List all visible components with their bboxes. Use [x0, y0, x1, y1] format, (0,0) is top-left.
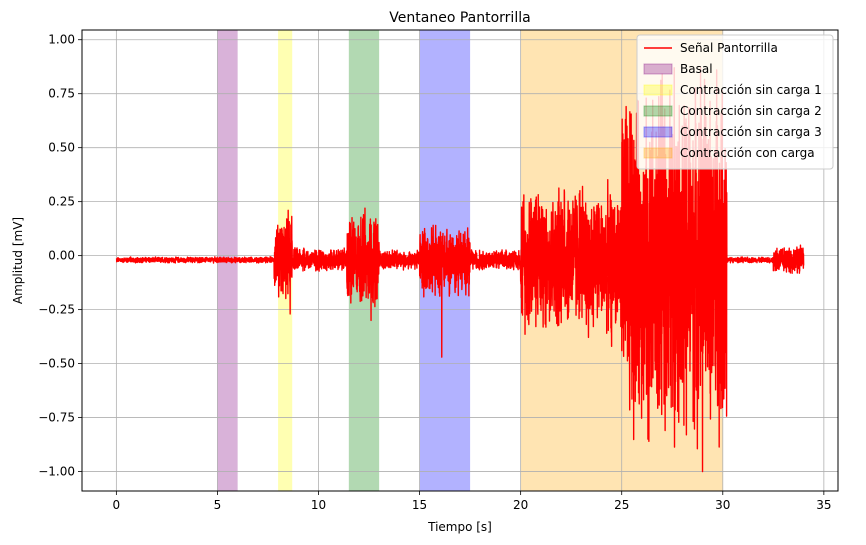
y-tick-label-4: 0.00 — [48, 249, 75, 263]
legend-label-5: Contracción con carga — [680, 146, 815, 160]
legend-label-1: Basal — [680, 62, 713, 76]
x-tick-label-0: 0 — [113, 498, 121, 512]
series-line-1 — [115, 67, 805, 473]
legend-swatch-3 — [643, 105, 673, 117]
legend-swatch-2 — [643, 84, 673, 96]
legend-swatch-5 — [643, 147, 673, 159]
legend-label-4: Contracción sin carga 3 — [680, 125, 822, 139]
plot-frame — [81, 29, 839, 492]
legend-box — [636, 34, 834, 170]
legend-label-3: Contracción sin carga 2 — [680, 104, 822, 118]
y-axis-label: Amplitud [mV] — [11, 217, 25, 304]
y-axis: 1.00 0.75 0.50 0.25 0.00 −0.25 −0.50 −0.75 −1.00 — [38, 33, 82, 479]
legend-label-0: Señal Pantorrilla — [680, 41, 778, 55]
y-tick-label-6: −0.50 — [38, 357, 75, 371]
y-tick-label-3: 0.25 — [48, 195, 75, 209]
y-tick-label-2: 0.50 — [48, 141, 75, 155]
legend: Señal Pantorrilla Basal Contracción sin ca… — [636, 34, 834, 170]
x-axis-label: Tiempo [s] — [427, 520, 492, 534]
signal-layer — [115, 67, 805, 473]
x-tick-label-2: 10 — [311, 498, 326, 512]
x-axis: 0 5 10 15 20 25 30 35 — [113, 491, 831, 512]
x-tick-label-7: 35 — [816, 498, 831, 512]
y-tick-label-0: 1.00 — [48, 33, 75, 47]
x-tick-label-3: 15 — [412, 498, 427, 512]
legend-swatch-1 — [643, 63, 673, 75]
x-tick-label-4: 20 — [513, 498, 528, 512]
x-tick-label-5: 25 — [614, 498, 629, 512]
x-tick-label-6: 30 — [715, 498, 730, 512]
y-tick-label-1: 0.75 — [48, 87, 75, 101]
y-tick-label-5: −0.25 — [38, 303, 75, 317]
y-tick-label-8: −1.00 — [38, 465, 75, 479]
chart-title: Ventaneo Pantorrilla — [389, 10, 530, 26]
y-tick-label-7: −0.75 — [38, 411, 75, 425]
legend-swatch-4 — [643, 126, 673, 138]
x-tick-label-1: 5 — [214, 498, 222, 512]
legend-label-2: Contracción sin carga 1 — [680, 83, 822, 97]
